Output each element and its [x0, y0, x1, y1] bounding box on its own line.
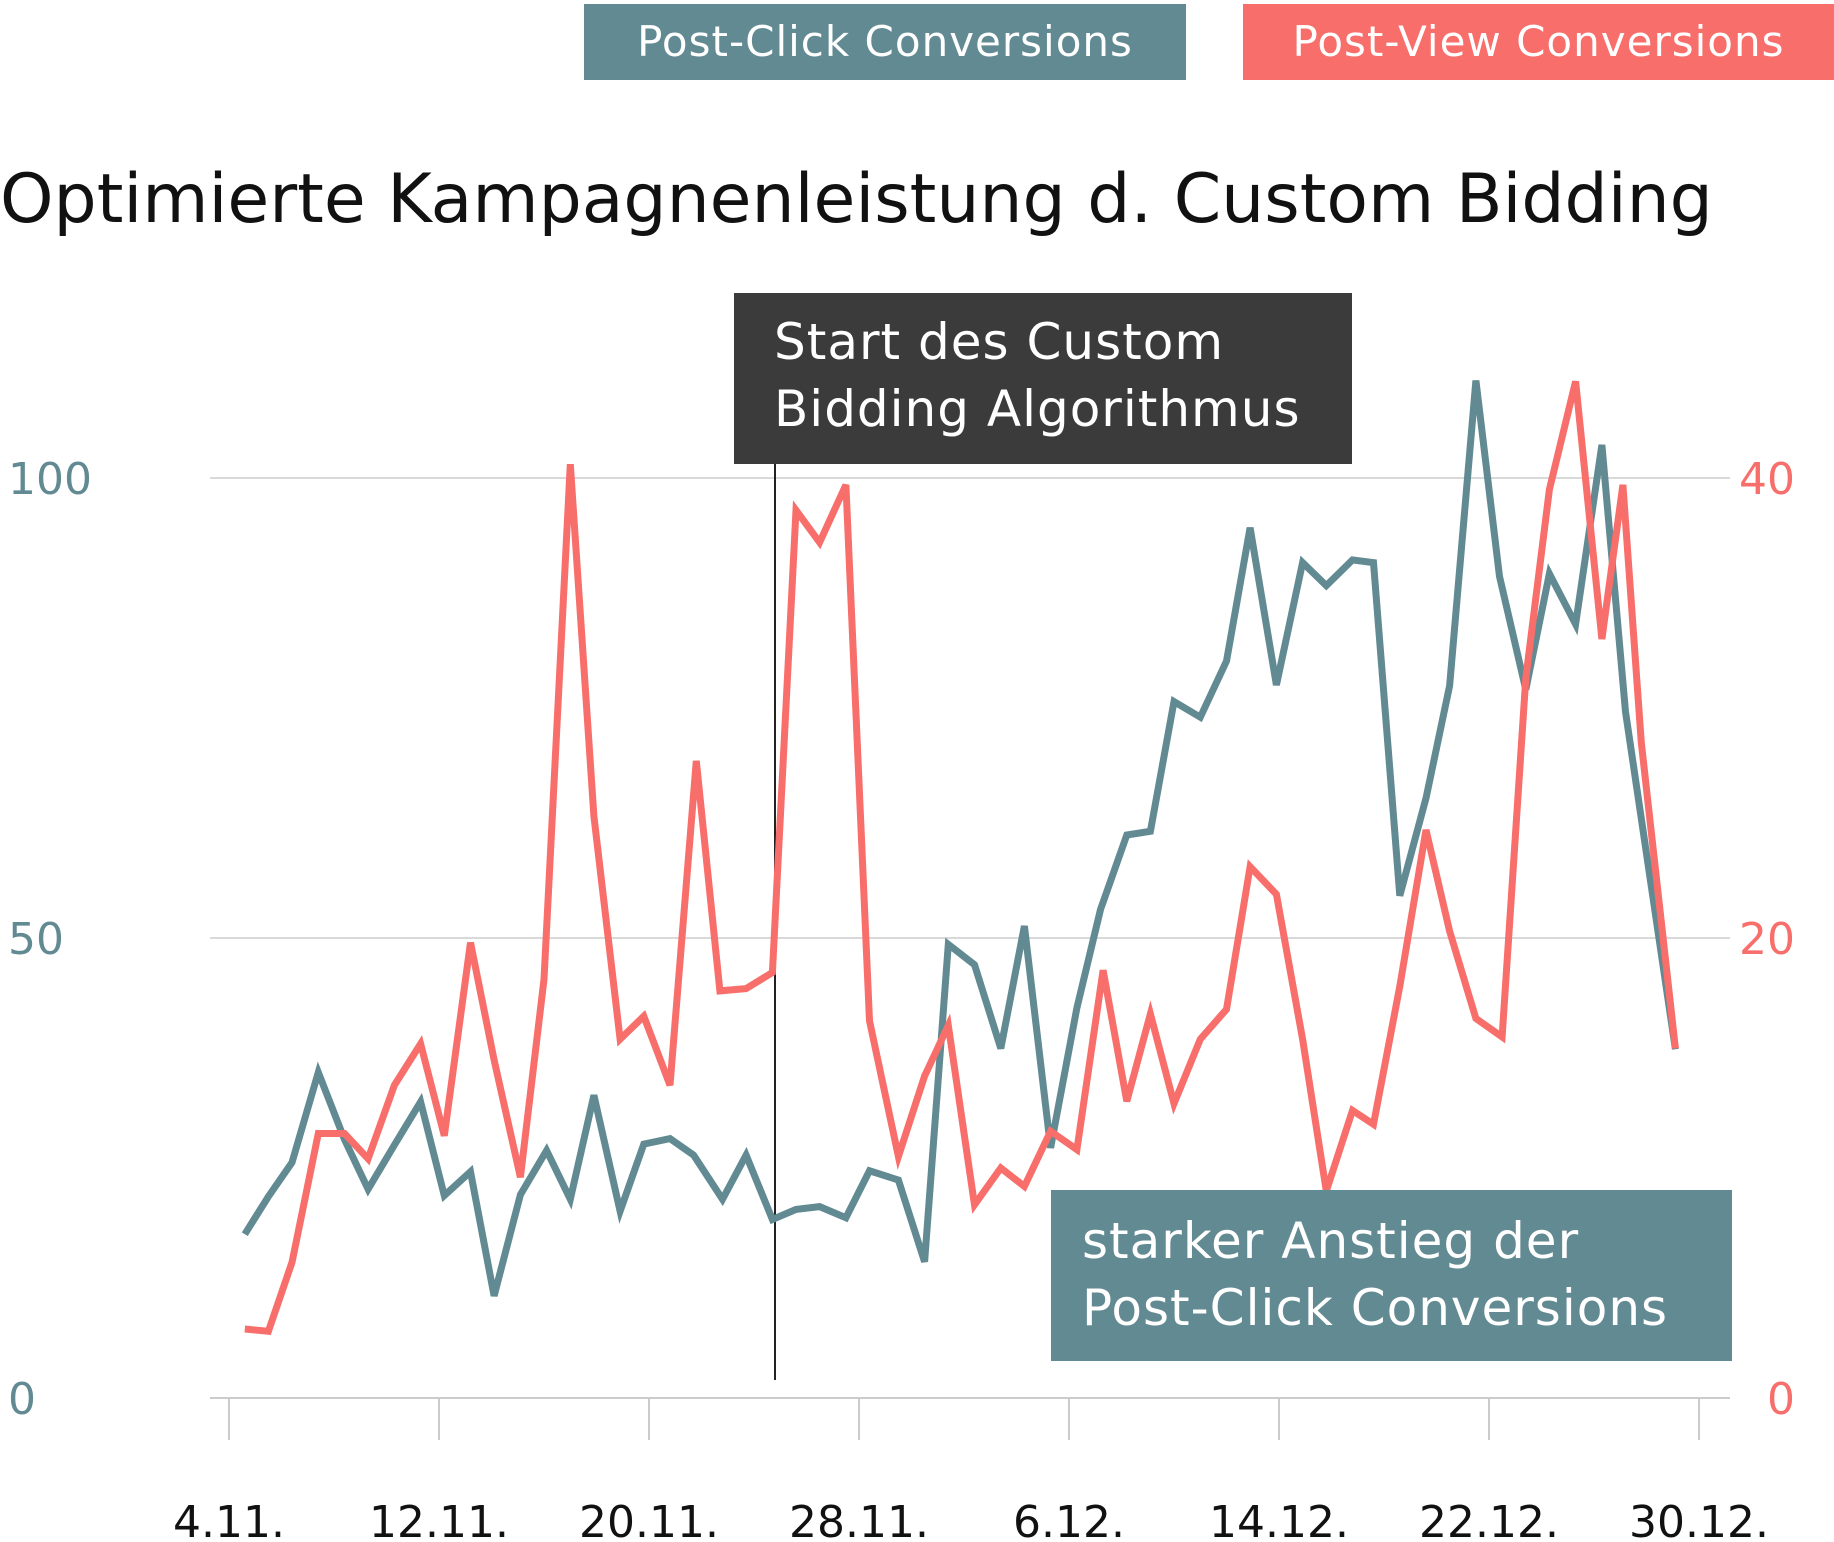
legend-post-click: Post-Click Conversions — [584, 4, 1186, 80]
x-axis-tick-label: 22.12. — [1419, 1497, 1559, 1542]
x-axis-tick-label: 6.12. — [1013, 1497, 1125, 1542]
x-axis-tick-label: 4.11. — [173, 1497, 285, 1542]
x-axis-tick-label: 20.11. — [579, 1497, 719, 1542]
annotation-start-line1: Start des Custom — [774, 313, 1225, 371]
annotation-start-line2: Bidding Algorithmus — [774, 380, 1301, 438]
x-axis — [210, 1397, 1730, 1440]
x-axis-tick-label: 12.11. — [369, 1497, 509, 1542]
x-axis-tick-label: 14.12. — [1209, 1497, 1349, 1542]
legend-post-view: Post-View Conversions — [1243, 4, 1834, 80]
post-view-series-line — [244, 380, 1679, 1336]
left-axis-tick-label: 100 — [8, 454, 92, 505]
annotation-rise-line2: Post-Click Conversions — [1082, 1279, 1669, 1337]
x-axis-tick-label: 30.12. — [1629, 1497, 1769, 1542]
right-axis-tick-label: 20 — [1739, 914, 1795, 965]
post-click-series-line — [241, 380, 1679, 1297]
annotation-rise-line1: starker Anstieg der — [1082, 1212, 1580, 1270]
left-axis-tick-label: 50 — [8, 914, 64, 965]
left-axis-tick-label: 0 — [8, 1374, 36, 1425]
series-lines — [241, 380, 1679, 1336]
chart-title: Optimierte Kampagnenleistung d. Custom B… — [0, 160, 1713, 239]
right-axis-tick-label: 40 — [1739, 454, 1795, 505]
annotation-post-click-rise: starker Anstieg der Post-Click Conversio… — [1051, 1190, 1732, 1361]
tick-labels: 0 0 50 20 100 40 4.11. 12.11. 20.11. 28.11. 6.12. 1… — [8, 454, 1795, 1542]
annotation-algorithm-start: Start des Custom Bidding Algorithmus — [734, 293, 1352, 464]
gridlines — [210, 477, 1730, 939]
right-axis-tick-label: 0 — [1767, 1374, 1795, 1425]
x-axis-tick-label: 28.11. — [789, 1497, 929, 1542]
